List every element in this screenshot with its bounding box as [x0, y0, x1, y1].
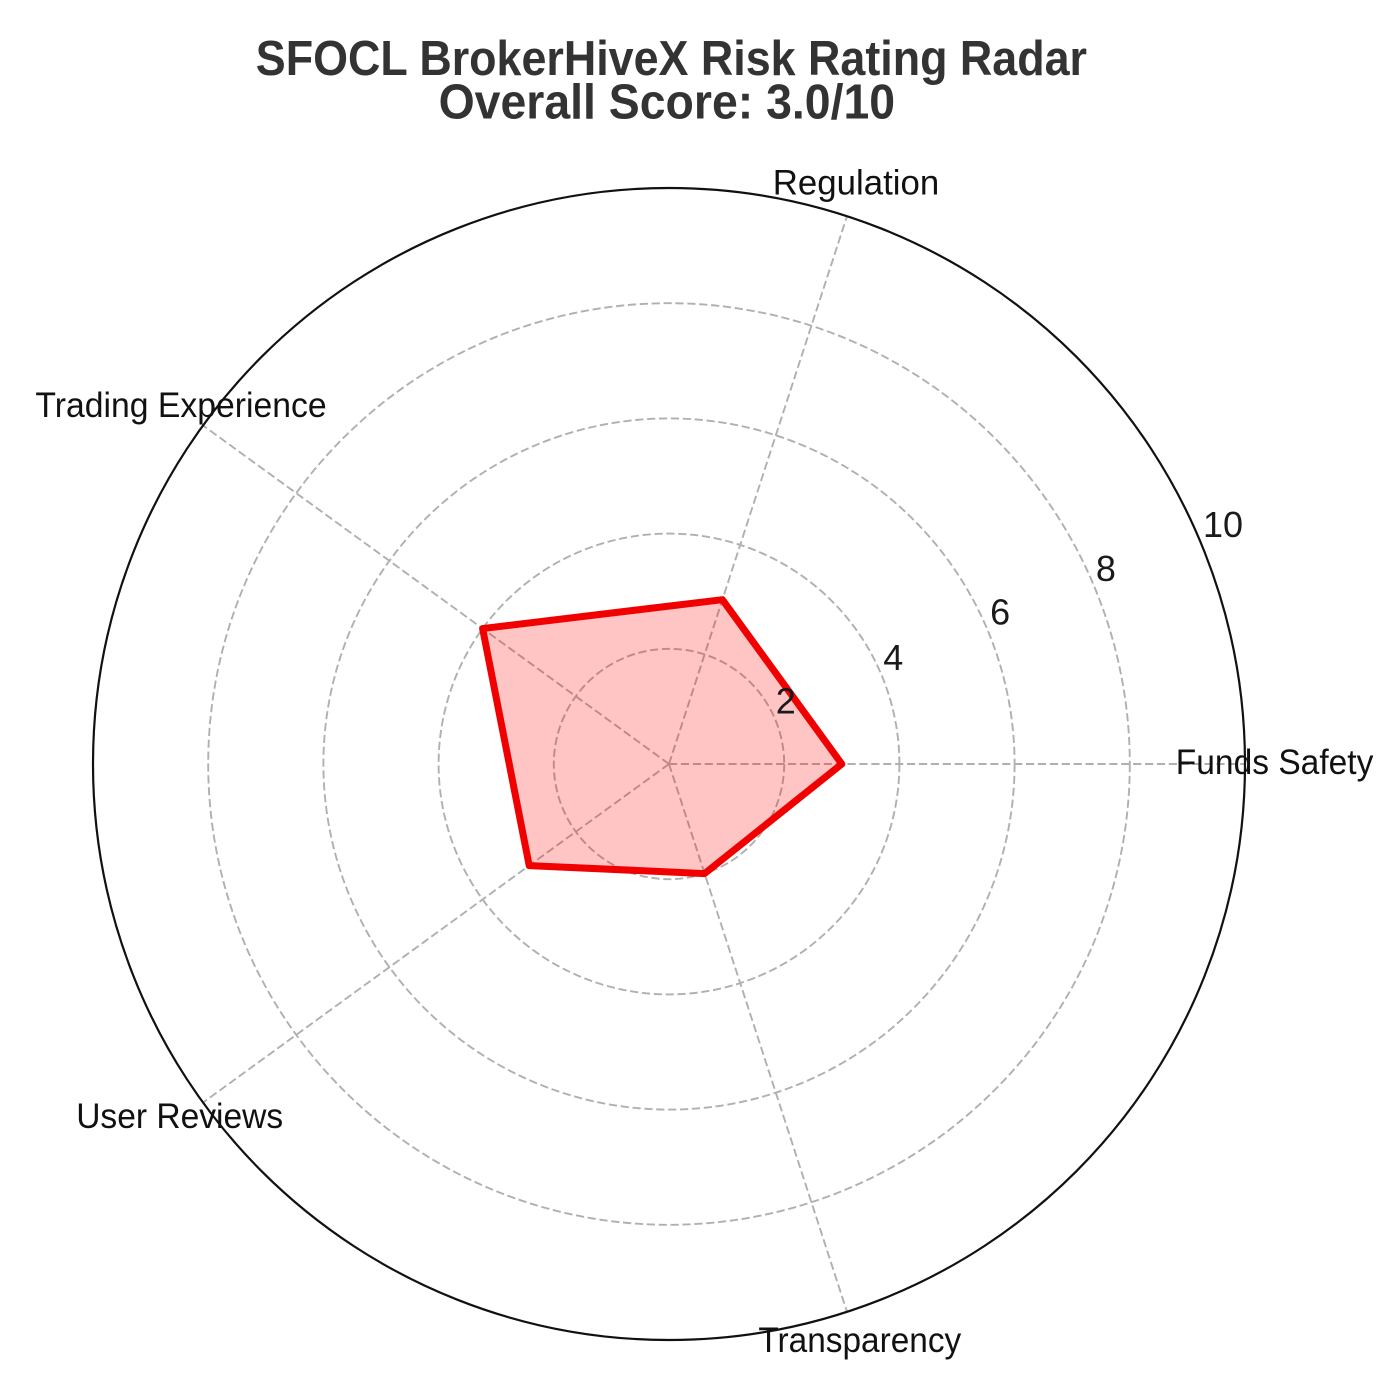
svg-text:2: 2 — [776, 681, 796, 722]
svg-text:User Reviews: User Reviews — [76, 1097, 283, 1136]
svg-text:6: 6 — [990, 592, 1010, 633]
svg-text:8: 8 — [1096, 548, 1116, 589]
svg-text:Funds Safety: Funds Safety — [1176, 743, 1374, 782]
svg-text:4: 4 — [883, 637, 903, 678]
svg-text:SFOCL BrokerHiveX Risk Rating: SFOCL BrokerHiveX Risk Rating Radar — [256, 32, 1087, 86]
svg-text:Trading Experience: Trading Experience — [35, 386, 326, 425]
svg-text:Transparency: Transparency — [758, 1321, 961, 1360]
svg-text:10: 10 — [1203, 504, 1243, 545]
svg-text:Overall Score: 3.0/10: Overall Score: 3.0/10 — [439, 75, 895, 129]
svg-text:Regulation: Regulation — [773, 164, 939, 203]
